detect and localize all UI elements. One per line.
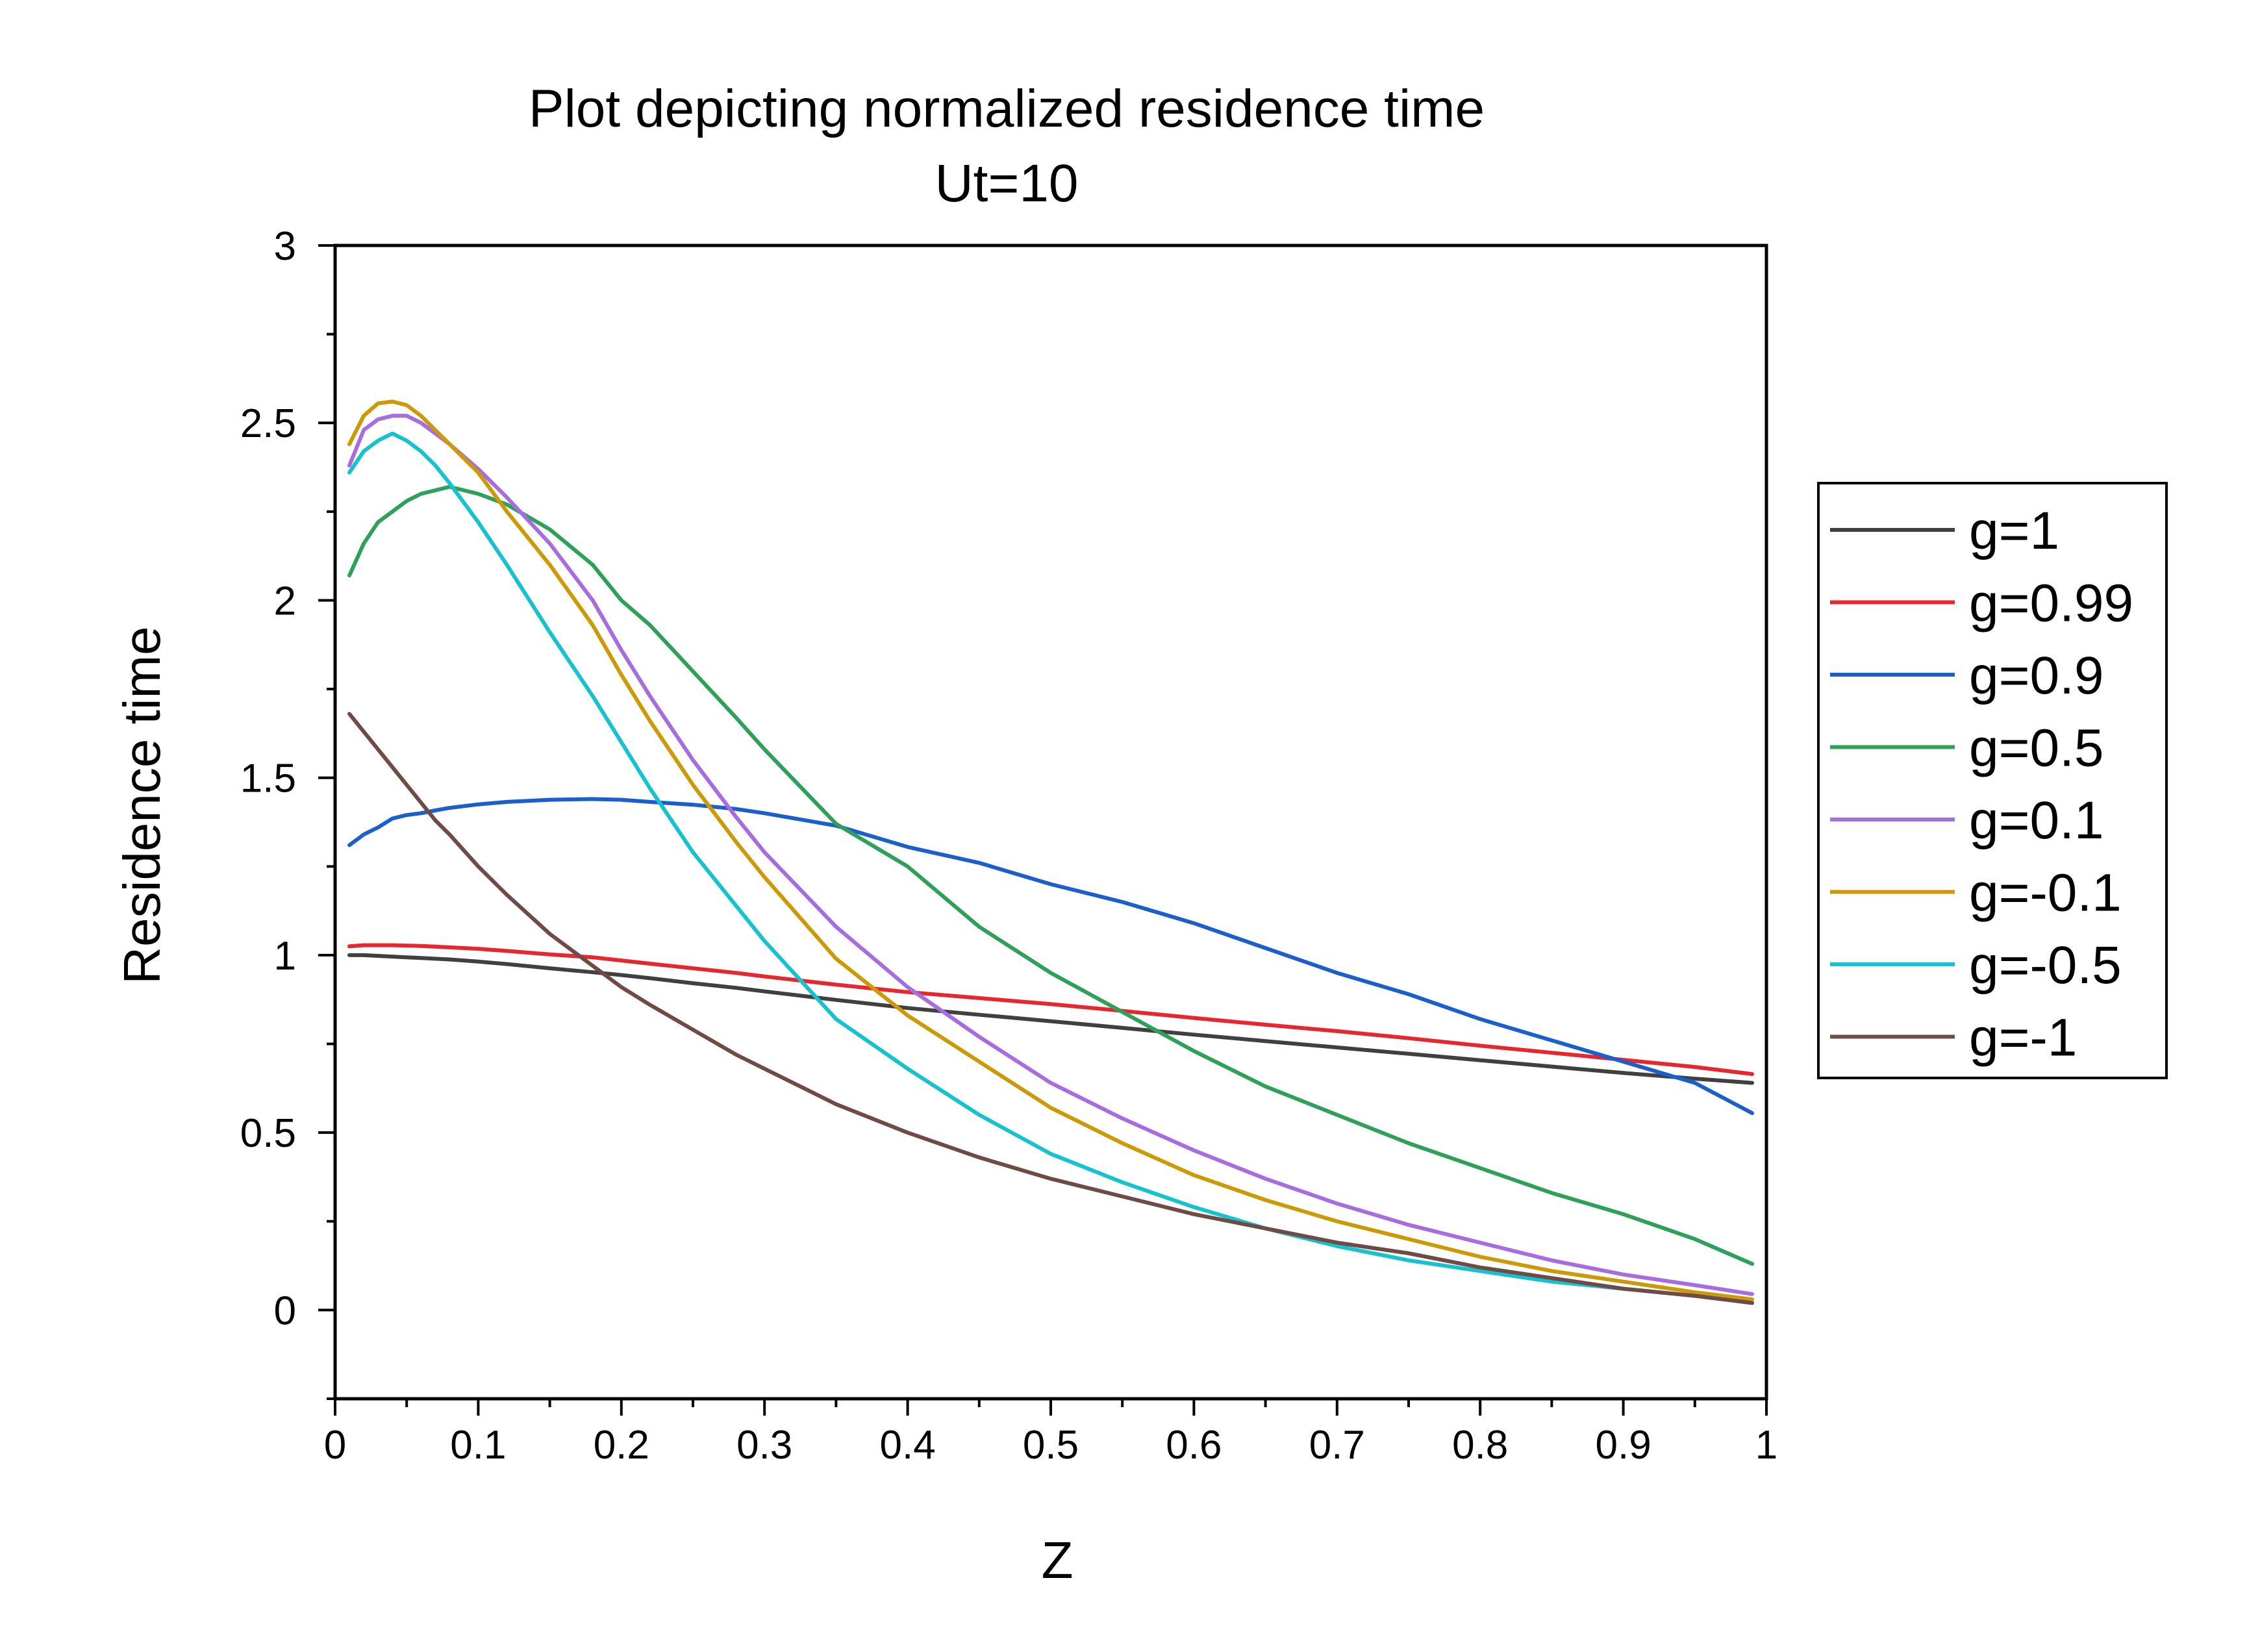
- legend-entry: g=0.9: [1969, 646, 2103, 705]
- legend-entry: g=1: [1969, 501, 2059, 560]
- x-tick-label: 0.9: [1595, 1423, 1651, 1468]
- legend-entry: g=-0.5: [1969, 936, 2122, 995]
- legend-entry: g=0.1: [1969, 791, 2103, 850]
- y-tick-label: 3: [274, 224, 296, 269]
- y-tick-label: 2: [274, 579, 296, 623]
- plot-frame: [333, 244, 1768, 1401]
- y-tick-label: 1: [274, 934, 296, 979]
- x-axis-label: Z: [1042, 1531, 1074, 1589]
- chart-title: Plot depicting normalized residence time: [529, 79, 1485, 138]
- legend-entry: g=0.5: [1969, 719, 2103, 778]
- x-tick-label: 0.1: [450, 1423, 506, 1468]
- y-axis-label: Residence time: [113, 626, 171, 984]
- series-line-4: [347, 414, 1754, 1296]
- y-axis: 0 0.5 1 1.5 2 2.5 3: [240, 224, 335, 1400]
- x-tick-label: 0.3: [736, 1423, 792, 1468]
- series-line-5: [347, 399, 1754, 1301]
- chart-subtitle: Ut=10: [935, 154, 1078, 213]
- x-tick-label: 0: [324, 1423, 346, 1468]
- x-tick-label: 1: [1755, 1423, 1777, 1468]
- y-tick-label: 2.5: [240, 401, 296, 446]
- plot-area: [333, 244, 1768, 1401]
- x-tick-label: 0.4: [879, 1423, 935, 1468]
- legend-box: [1817, 482, 2168, 1079]
- x-tick-label: 0.2: [594, 1423, 649, 1468]
- legend-entry: g=0.99: [1969, 574, 2133, 633]
- x-tick-label: 0.6: [1166, 1423, 1222, 1468]
- series-line-0: [347, 953, 1754, 1085]
- x-axis: 0 0.1 0.2 0.3 0.4 0.5 0.6 0.7 0.8 0.9 1: [324, 1399, 1777, 1468]
- legend: g=1 g=0.99 g=0.9 g=0.5 g=0.1 g=-0.1 g=-0.5 g=-1: [1817, 482, 2168, 1079]
- x-tick-label: 0.5: [1023, 1423, 1079, 1468]
- series-line-3: [347, 484, 1754, 1266]
- series-line-1: [347, 943, 1754, 1076]
- y-tick-label: 0: [274, 1288, 296, 1333]
- legend-entry: g=-0.1: [1969, 864, 2122, 923]
- x-tick-label: 0.8: [1452, 1423, 1508, 1468]
- x-tick-label: 0.7: [1309, 1423, 1365, 1468]
- series-line-2: [347, 797, 1754, 1116]
- series-line-7: [347, 712, 1754, 1305]
- y-tick-label: 1.5: [240, 757, 296, 801]
- legend-entry: g=-1: [1969, 1008, 2077, 1068]
- series-line-6: [347, 431, 1754, 1305]
- y-tick-label: 0.5: [240, 1111, 296, 1156]
